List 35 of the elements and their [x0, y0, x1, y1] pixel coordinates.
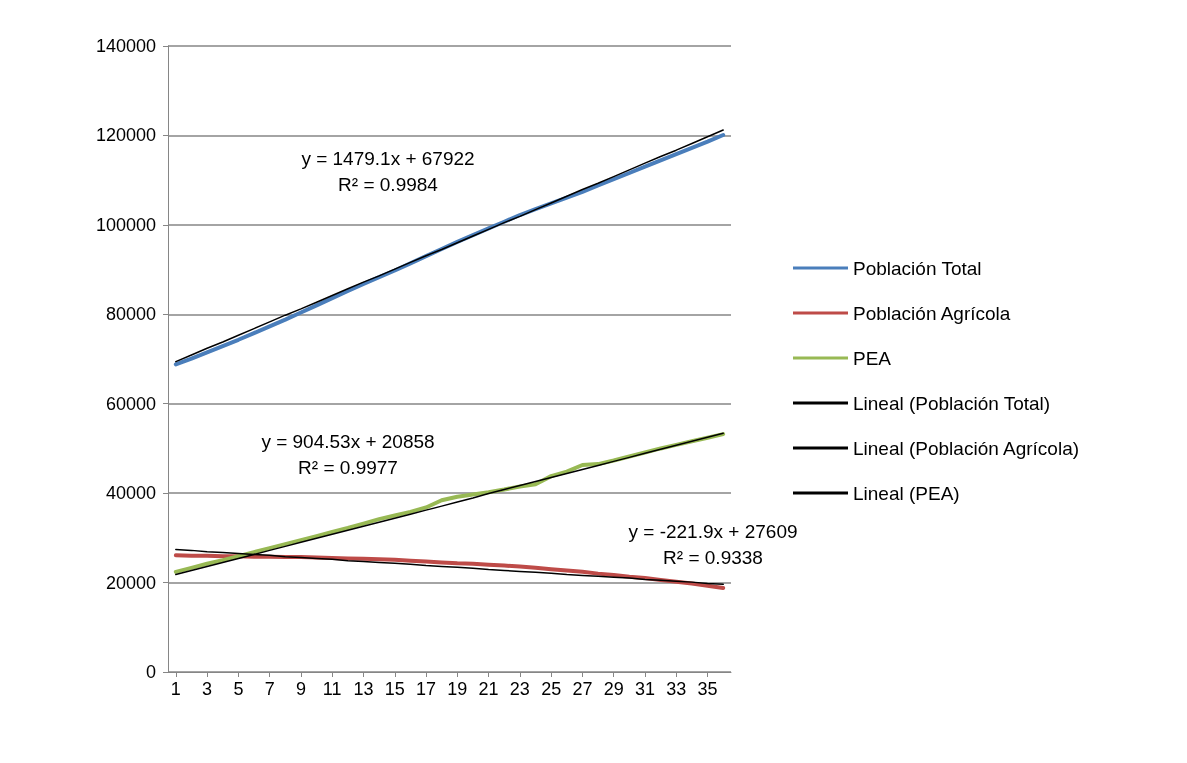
legend-label: PEA [853, 347, 892, 369]
x-tick-label: 19 [447, 679, 468, 699]
x-tick-label: 9 [295, 679, 306, 699]
x-tick-label: 31 [634, 679, 655, 699]
x-tick-label: 21 [478, 679, 499, 699]
y-tick-label: 60000 [105, 393, 156, 414]
x-tick-label: 29 [603, 679, 624, 699]
x-tick-label: 17 [416, 679, 437, 699]
y-tick-label: 120000 [95, 125, 156, 146]
x-tick-label: 25 [541, 679, 562, 699]
x-tick-label: 3 [202, 679, 213, 699]
x-tick-label: 11 [322, 679, 342, 699]
y-tick-label: 140000 [95, 36, 156, 56]
y-tick-label: 80000 [105, 304, 156, 325]
annotation: y = 1479.1x + 67922 R² = 0.9984 [301, 147, 475, 195]
legend-label: Población Agrícola [853, 302, 1011, 324]
x-tick-label: 23 [509, 679, 530, 699]
y-tick-label: 40000 [105, 483, 156, 504]
legend-label: Lineal (Población Agrícola) [853, 437, 1080, 459]
annotation: y = -221.9x + 27609 R² = 0.9338 [628, 520, 798, 568]
annotation: y = 904.53x + 20858 R² = 0.9977 [261, 430, 435, 478]
y-tick-label: 100000 [95, 214, 156, 235]
x-tick-label: 15 [384, 679, 405, 699]
legend-label: Lineal (PEA) [853, 482, 960, 504]
x-tick-label: 33 [666, 679, 687, 699]
legend-label: Población Total [853, 257, 982, 279]
x-tick-label: 27 [572, 679, 593, 699]
x-tick-label: 13 [353, 679, 374, 699]
y-tick-label: 0 [145, 662, 156, 682]
y-tick-label: 20000 [105, 572, 156, 593]
x-tick-label: 5 [233, 679, 244, 699]
x-tick-label: 35 [697, 679, 718, 699]
x-tick-label: 1 [170, 679, 181, 699]
legend-label: Lineal (Población Total) [853, 392, 1051, 414]
x-tick-label: 7 [264, 679, 275, 699]
